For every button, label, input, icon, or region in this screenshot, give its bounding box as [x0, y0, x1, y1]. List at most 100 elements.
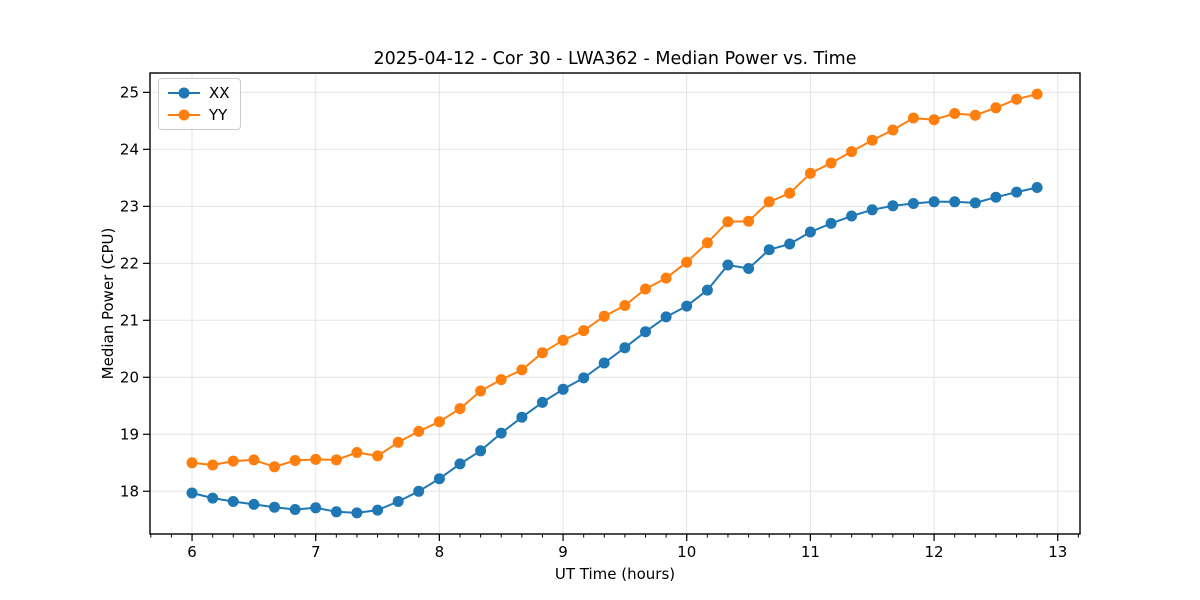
- data-point-xx: [701, 284, 713, 296]
- data-point-yy: [227, 455, 239, 467]
- data-point-xx: [495, 427, 507, 439]
- x-tick-label: 10: [677, 543, 696, 561]
- data-point-xx: [433, 473, 445, 485]
- data-point-yy: [207, 459, 219, 471]
- data-point-xx: [289, 504, 301, 515]
- data-point-xx: [949, 196, 961, 208]
- data-point-xx: [207, 492, 219, 504]
- x-axis-label: UT Time (hours): [555, 565, 675, 583]
- data-point-yy: [351, 447, 363, 458]
- data-point-yy: [289, 455, 301, 466]
- data-point-xx: [1031, 182, 1043, 193]
- data-point-xx: [907, 198, 919, 209]
- data-point-yy: [784, 187, 796, 199]
- data-point-xx: [598, 357, 610, 369]
- x-tick-label: 8: [435, 543, 445, 561]
- data-point-xx: [928, 196, 940, 208]
- y-tick-label: 24: [120, 140, 139, 158]
- y-tick-label: 25: [120, 83, 139, 101]
- y-tick-label: 19: [120, 425, 139, 443]
- data-point-xx: [269, 501, 280, 513]
- data-point-xx: [804, 226, 816, 238]
- y-tick-label: 21: [120, 311, 139, 329]
- legend-label-yy: YY: [209, 106, 228, 124]
- data-point-xx: [763, 244, 775, 256]
- data-point-xx: [640, 326, 651, 338]
- plot-area: 6 7 8 9 10 11 12 13 18 19 20 21 22 23 24 25: [120, 72, 1081, 561]
- data-point-xx: [372, 504, 384, 516]
- data-point-xx: [248, 498, 260, 510]
- data-point-yy: [495, 374, 507, 386]
- data-point-yy: [330, 454, 342, 466]
- legend-label-xx: XX: [209, 84, 230, 102]
- data-point-yy: [536, 347, 548, 359]
- y-axis-label: Median Power (CPU): [99, 228, 117, 380]
- data-point-yy: [413, 425, 425, 437]
- data-point-yy: [186, 457, 198, 469]
- x-tick-label: 13: [1048, 543, 1067, 561]
- data-point-xx: [887, 200, 899, 212]
- data-point-xx: [990, 191, 1002, 203]
- data-point-xx: [722, 259, 734, 271]
- y-tick-label: 23: [120, 197, 139, 215]
- data-point-yy: [846, 146, 858, 158]
- data-point-yy: [392, 436, 404, 448]
- data-point-yy: [619, 300, 631, 311]
- data-point-xx: [516, 411, 528, 423]
- data-point-yy: [557, 334, 569, 346]
- data-point-xx: [743, 263, 755, 274]
- data-point-xx: [454, 458, 466, 470]
- x-tick-label: 9: [558, 543, 568, 561]
- data-point-yy: [804, 167, 816, 179]
- data-point-xx: [1011, 186, 1023, 198]
- data-point-xx: [186, 487, 198, 499]
- data-point-xx: [681, 300, 693, 312]
- data-point-yy: [1011, 93, 1023, 105]
- legend: XX YY: [158, 78, 241, 130]
- data-point-yy: [949, 108, 961, 119]
- x-tick-label: 6: [187, 543, 197, 561]
- data-point-yy: [475, 385, 487, 397]
- data-point-xx: [825, 217, 837, 229]
- data-point-xx: [351, 507, 363, 519]
- y-tick-label: 18: [120, 482, 139, 500]
- data-point-yy: [454, 403, 466, 415]
- data-point-yy: [1031, 88, 1043, 100]
- data-point-yy: [516, 364, 528, 376]
- data-point-yy: [269, 461, 280, 473]
- data-point-yy: [701, 237, 713, 249]
- legend-line-marker-icon: [168, 87, 200, 99]
- data-point-yy: [743, 215, 755, 227]
- data-point-xx: [660, 311, 672, 323]
- legend-item-xx: XX: [167, 84, 230, 102]
- x-tick-label: 11: [801, 543, 820, 561]
- data-point-yy: [660, 272, 672, 284]
- data-point-yy: [866, 134, 878, 146]
- data-point-xx: [536, 396, 548, 408]
- data-point-xx: [330, 506, 342, 518]
- plot-border: [149, 72, 1081, 535]
- series-line-xx: [191, 186, 1039, 514]
- data-point-yy: [248, 454, 260, 466]
- data-point-yy: [969, 109, 981, 121]
- data-point-yy: [640, 283, 651, 295]
- data-point-xx: [866, 204, 878, 216]
- data-point-yy: [763, 196, 775, 208]
- data-point-yy: [887, 124, 899, 136]
- series-line-yy: [191, 93, 1039, 468]
- data-point-yy: [907, 112, 919, 124]
- data-point-xx: [846, 210, 858, 222]
- data-point-yy: [990, 102, 1002, 114]
- data-point-xx: [227, 496, 239, 507]
- data-point-yy: [372, 450, 384, 462]
- chart-title: 2025-04-12 - Cor 30 - LWA362 - Median Po…: [374, 49, 857, 69]
- data-point-xx: [413, 485, 425, 497]
- data-point-xx: [392, 496, 404, 507]
- x-tick-label: 12: [925, 543, 944, 561]
- data-point-yy: [433, 416, 445, 428]
- data-point-yy: [598, 310, 610, 322]
- y-tick-label: 22: [120, 254, 139, 272]
- data-point-xx: [557, 383, 569, 395]
